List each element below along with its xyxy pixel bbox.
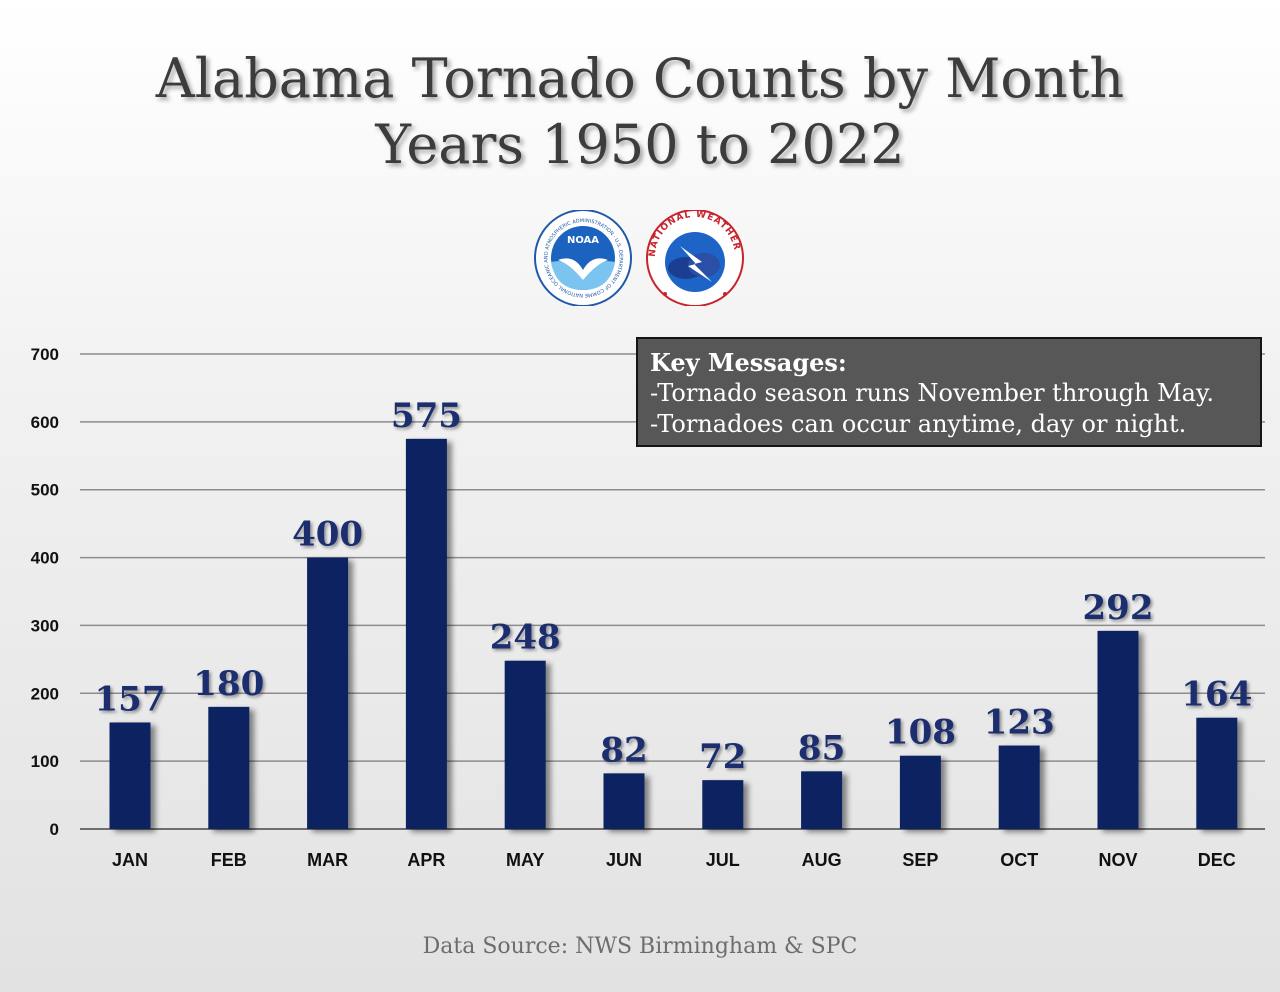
key-messages-title: Key Messages: xyxy=(650,348,847,377)
bar-jan xyxy=(109,722,151,829)
x-tick-label: NOV xyxy=(1098,850,1137,870)
x-tick-label: JUN xyxy=(606,850,642,870)
data-label: 164 xyxy=(1181,675,1252,715)
y-tick-label: 700 xyxy=(31,345,59,364)
data-label: 157 xyxy=(95,679,166,719)
key-message-2: -Tornadoes can occur anytime, day or nig… xyxy=(650,410,1187,438)
bar-nov xyxy=(1097,630,1139,829)
x-tick-label: APR xyxy=(407,850,445,870)
y-tick-label: 100 xyxy=(31,752,59,771)
y-tick-label: 0 xyxy=(50,820,59,839)
logos: NATIONAL OCEANIC AND ATMOSPHERIC ADMINIS… xyxy=(526,203,760,307)
key-message-1: -Tornado season runs November through Ma… xyxy=(650,379,1214,407)
key-messages-box: Key Messages: -Tornado season runs Novem… xyxy=(636,337,1262,447)
bar-dec xyxy=(1196,717,1238,829)
x-tick-label: MAR xyxy=(307,850,348,870)
bar-oct xyxy=(998,745,1040,829)
x-tick-label: JUL xyxy=(706,850,740,870)
data-label: 72 xyxy=(699,737,746,777)
bar-aug xyxy=(801,771,843,829)
data-label: 108 xyxy=(885,713,956,753)
x-tick-label: SEP xyxy=(902,850,938,870)
data-label: 85 xyxy=(798,728,845,768)
y-tick-label: 200 xyxy=(31,684,59,703)
noaa-logo-icon: NATIONAL OCEANIC AND ATMOSPHERIC ADMINIS… xyxy=(528,206,632,307)
bar-jul xyxy=(702,780,744,829)
bar-may xyxy=(504,660,546,829)
x-tick-label: DEC xyxy=(1198,850,1236,870)
bar-feb xyxy=(208,706,250,829)
title-line-2: Years 1950 to 2022 xyxy=(375,113,905,176)
y-tick-label: 600 xyxy=(31,413,59,432)
y-tick-label: 300 xyxy=(31,616,59,635)
data-label: 292 xyxy=(1083,588,1154,628)
x-tick-label: JAN xyxy=(112,850,148,870)
x-tick-label: FEB xyxy=(211,850,247,870)
x-tick-label: MAY xyxy=(506,850,544,870)
chart-title: Alabama Tornado Counts by Month Years 19… xyxy=(0,46,1280,178)
bar-jun xyxy=(603,773,645,829)
data-label: 123 xyxy=(984,703,1055,743)
data-label: 180 xyxy=(193,664,264,704)
bar-mar xyxy=(307,557,349,829)
bar-apr xyxy=(405,438,447,829)
noaa-logo-text: NOAA xyxy=(567,235,599,246)
data-label: 82 xyxy=(600,730,647,770)
x-tick-label: OCT xyxy=(1000,850,1038,870)
data-label: 400 xyxy=(292,515,363,555)
data-label: 248 xyxy=(490,618,561,658)
y-tick-label: 500 xyxy=(31,481,59,500)
title-line-1: Alabama Tornado Counts by Month xyxy=(155,47,1125,110)
x-tick-label: AUG xyxy=(802,850,842,870)
y-tick-label: 400 xyxy=(31,549,59,568)
data-label: 575 xyxy=(391,396,462,436)
data-source: Data Source: NWS Birmingham & SPC xyxy=(422,934,858,959)
bar-sep xyxy=(899,755,941,829)
